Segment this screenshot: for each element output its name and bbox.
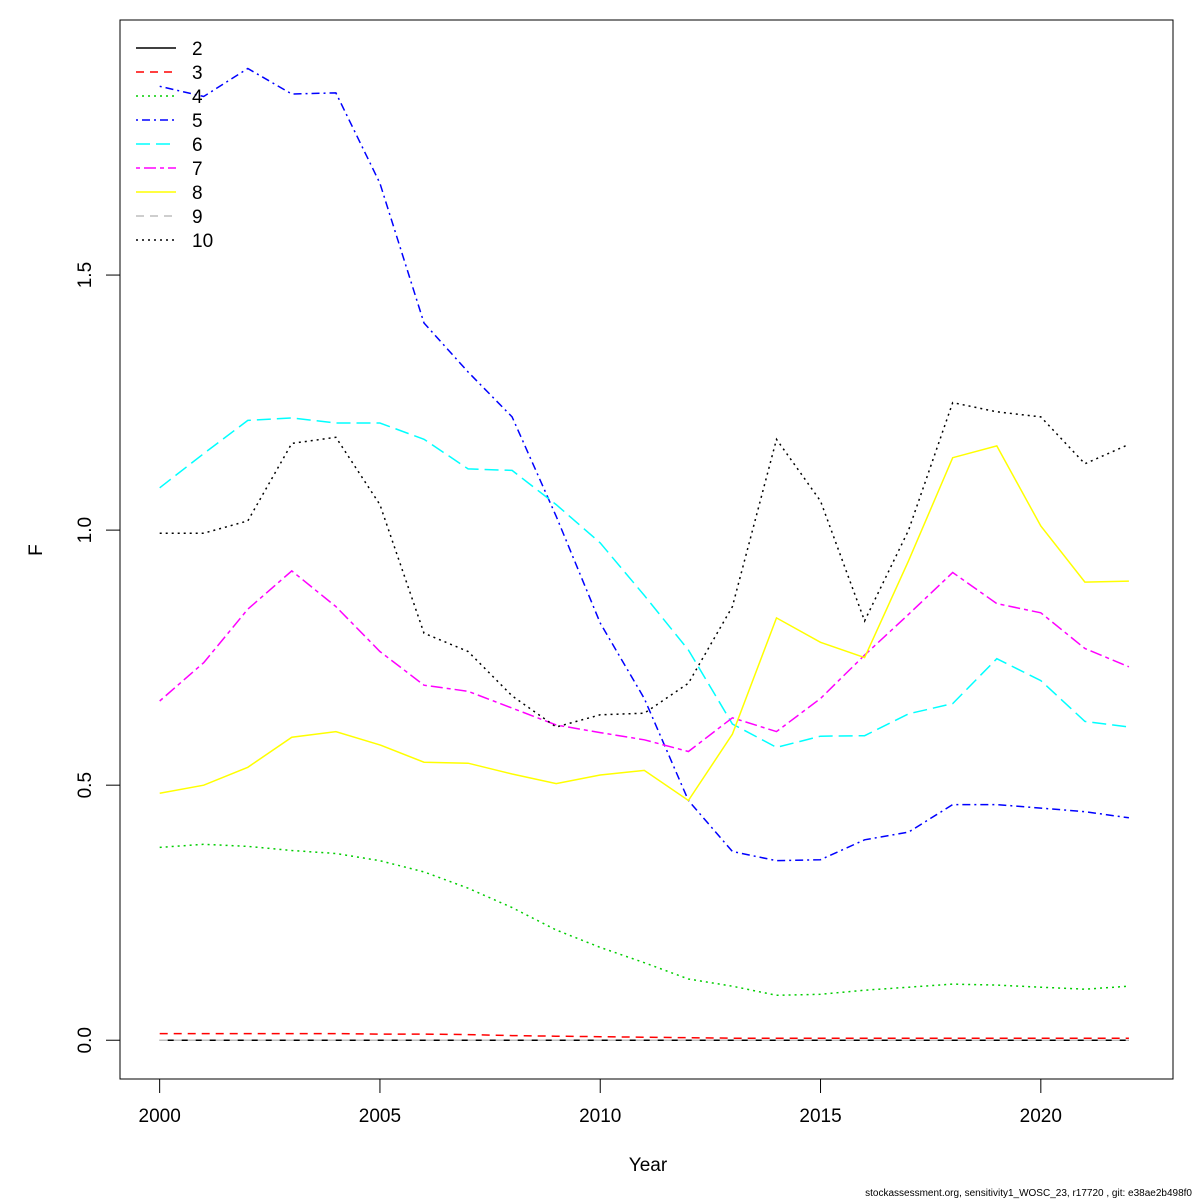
x-tick-label: 2000 (139, 1106, 181, 1127)
x-tick-label: 2005 (359, 1106, 401, 1127)
y-tick-label: 0.5 (75, 772, 96, 798)
legend-label-6: 6 (192, 135, 203, 156)
series-line-8 (159, 445, 1129, 802)
legend-label-8: 8 (192, 183, 203, 204)
footer-caption: stockassessment.org, sensitivity1_WOSC_2… (865, 1188, 1192, 1199)
legend-label-5: 5 (192, 111, 203, 132)
legend-label-7: 7 (192, 159, 203, 180)
legend: 2 3 4 5 6 7 8 9 10 (136, 39, 213, 252)
y-axis-title: F (26, 544, 47, 556)
y-tick-label: 1.0 (75, 517, 96, 543)
y-tick-label: 0.0 (75, 1027, 96, 1053)
y-tick-label: 1.5 (75, 262, 96, 288)
y-axis: 0.0 0.5 1.0 1.5 (75, 262, 121, 1053)
x-axis-title: Year (629, 1155, 668, 1176)
legend-label-2: 2 (192, 39, 203, 60)
legend-label-10: 10 (192, 231, 213, 252)
x-tick-label: 2015 (799, 1106, 841, 1127)
x-tick-label: 2020 (1020, 1106, 1062, 1127)
series-line-4 (159, 843, 1129, 997)
x-tick-label: 2010 (579, 1106, 621, 1127)
series-line-7 (159, 569, 1130, 753)
legend-label-9: 9 (192, 207, 203, 228)
series-line-3 (159, 1032, 1129, 1039)
x-axis: 2000 2005 2010 2015 2020 (139, 1078, 1062, 1127)
legend-label-4: 4 (192, 87, 203, 108)
series-line-5 (159, 67, 1130, 862)
series-layer (159, 67, 1130, 1041)
series-line-6 (159, 417, 1129, 749)
legend-label-3: 3 (192, 63, 203, 84)
